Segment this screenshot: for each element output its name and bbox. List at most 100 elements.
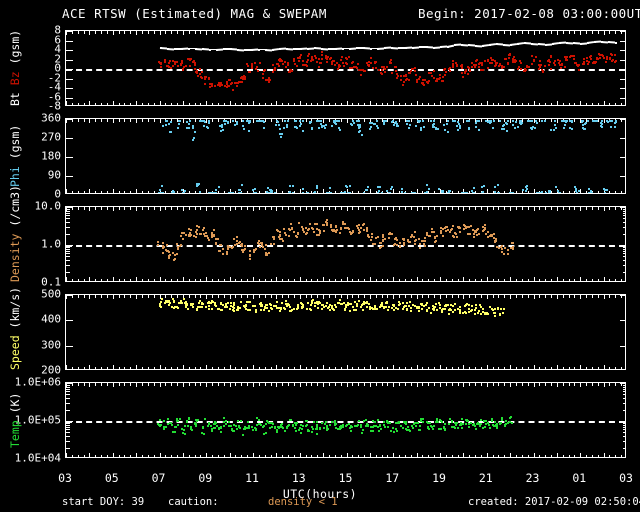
data-point bbox=[355, 66, 357, 68]
data-point bbox=[254, 62, 256, 64]
x-tick bbox=[604, 383, 605, 387]
x-tick bbox=[557, 31, 558, 35]
data-point bbox=[368, 303, 370, 305]
x-tick bbox=[195, 383, 196, 386]
x-tick bbox=[311, 31, 312, 34]
x-tick bbox=[323, 453, 324, 457]
data-point bbox=[489, 427, 491, 429]
data-point bbox=[223, 425, 225, 427]
data-point bbox=[284, 61, 286, 63]
data-point bbox=[433, 77, 435, 79]
data-point bbox=[433, 425, 435, 427]
x-tick bbox=[347, 277, 348, 281]
x-tick bbox=[230, 31, 231, 35]
data-point bbox=[302, 425, 304, 427]
data-point bbox=[554, 64, 556, 66]
data-point bbox=[172, 252, 174, 254]
x-tick bbox=[428, 295, 429, 298]
x-tick bbox=[323, 189, 324, 193]
data-point bbox=[197, 419, 199, 421]
data-point bbox=[587, 63, 589, 65]
x-tick bbox=[440, 365, 441, 369]
data-point bbox=[539, 192, 541, 193]
data-point bbox=[500, 308, 502, 310]
data-point bbox=[448, 423, 450, 425]
data-point bbox=[397, 75, 399, 77]
y-tick bbox=[620, 138, 625, 139]
x-tick bbox=[475, 455, 476, 458]
x-tick bbox=[317, 207, 318, 210]
data-point bbox=[295, 430, 297, 432]
data-point bbox=[404, 192, 406, 193]
data-point bbox=[266, 307, 268, 309]
x-tick bbox=[428, 207, 429, 210]
y-minor-tick bbox=[66, 222, 70, 223]
data-point bbox=[285, 300, 287, 302]
x-tick bbox=[399, 31, 400, 34]
x-tick bbox=[393, 277, 394, 281]
data-point bbox=[308, 228, 310, 230]
data-point bbox=[199, 68, 201, 70]
x-tick bbox=[539, 455, 540, 458]
x-tick bbox=[481, 383, 482, 386]
x-tick bbox=[534, 101, 535, 105]
data-point bbox=[490, 57, 492, 59]
data-point bbox=[331, 305, 333, 307]
data-point bbox=[480, 313, 482, 315]
data-point bbox=[471, 309, 473, 311]
x-tick bbox=[189, 207, 190, 210]
data-point bbox=[321, 58, 323, 60]
x-tick bbox=[119, 383, 120, 386]
data-point bbox=[560, 67, 562, 69]
x-tick bbox=[592, 279, 593, 282]
y-tick bbox=[66, 320, 73, 321]
x-tick bbox=[539, 103, 540, 106]
data-point bbox=[194, 64, 196, 66]
x-tick bbox=[364, 295, 365, 298]
data-point bbox=[382, 234, 384, 236]
data-point bbox=[571, 121, 573, 123]
data-point bbox=[610, 126, 612, 128]
x-tick bbox=[276, 31, 277, 35]
data-line-segment bbox=[237, 49, 244, 51]
data-point bbox=[227, 302, 229, 304]
x-tick bbox=[189, 367, 190, 370]
x-ticklabel: 07 bbox=[152, 471, 166, 485]
data-point bbox=[491, 420, 493, 422]
data-point bbox=[233, 310, 235, 312]
data-point bbox=[466, 226, 468, 228]
data-point bbox=[263, 127, 265, 129]
data-point bbox=[208, 422, 210, 424]
x-tick bbox=[130, 383, 131, 386]
x-tick bbox=[78, 191, 79, 194]
x-tick bbox=[235, 103, 236, 106]
x-tick bbox=[253, 119, 254, 123]
data-point bbox=[476, 234, 478, 236]
x-tick bbox=[592, 455, 593, 458]
x-tick bbox=[195, 295, 196, 298]
data-point bbox=[340, 59, 342, 61]
x-tick bbox=[598, 295, 599, 298]
data-point bbox=[342, 424, 344, 426]
data-point bbox=[276, 431, 278, 433]
data-point bbox=[614, 126, 616, 128]
x-tick bbox=[72, 191, 73, 194]
data-point bbox=[184, 425, 186, 427]
x-tick bbox=[411, 367, 412, 370]
x-tick bbox=[160, 31, 161, 35]
data-point bbox=[292, 192, 294, 193]
data-point bbox=[254, 305, 256, 307]
data-point bbox=[353, 122, 355, 124]
x-tick bbox=[171, 207, 172, 210]
x-tick bbox=[434, 207, 435, 210]
x-tick bbox=[417, 189, 418, 193]
data-point bbox=[217, 238, 219, 240]
data-point bbox=[409, 301, 411, 303]
data-point bbox=[273, 236, 275, 238]
x-tick bbox=[247, 31, 248, 34]
data-point bbox=[352, 306, 354, 308]
x-tick bbox=[311, 455, 312, 458]
x-tick bbox=[124, 295, 125, 298]
y-minor-tick bbox=[66, 389, 70, 390]
data-point bbox=[331, 125, 333, 127]
